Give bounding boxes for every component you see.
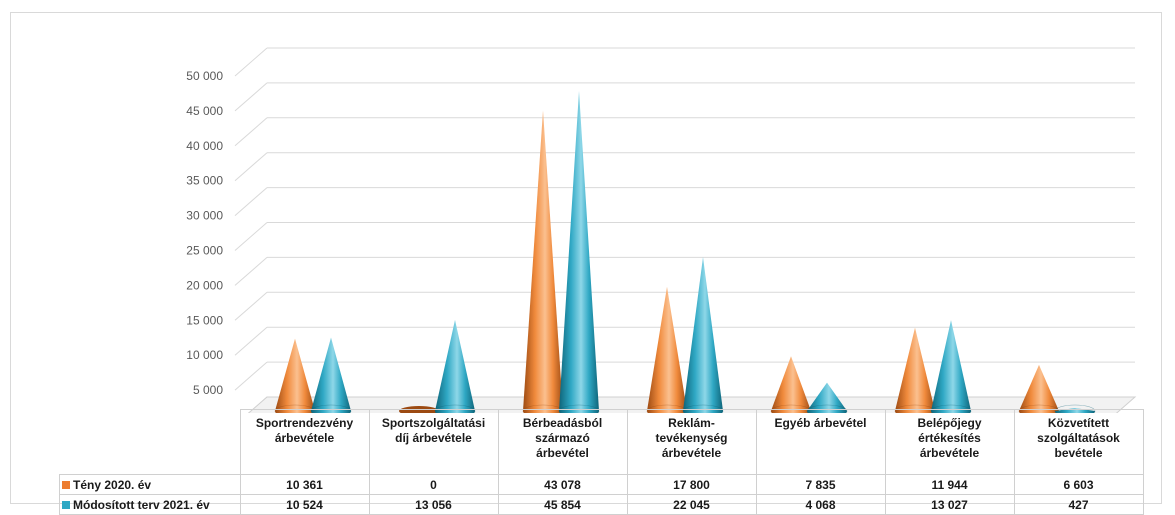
y-tick-label: 15 000 bbox=[186, 313, 223, 327]
table-cell: 13 056 bbox=[368, 494, 499, 515]
y-tick-label: 40 000 bbox=[186, 139, 223, 153]
gridline-diagonal bbox=[234, 326, 268, 356]
gridline-diagonal bbox=[234, 82, 268, 112]
table-cell: 45 854 bbox=[497, 494, 628, 515]
data-table-row-series-2: Módosított terv 2021. év 10 524 13 056 4… bbox=[59, 494, 1144, 515]
y-tick-label: 20 000 bbox=[186, 278, 223, 292]
category-header: Egyéb árbevétel bbox=[755, 409, 886, 475]
cone-bar bbox=[522, 110, 564, 413]
table-cell: 0 bbox=[368, 474, 499, 495]
table-cell: 43 078 bbox=[497, 474, 628, 495]
y-tick-label: 30 000 bbox=[186, 209, 223, 223]
table-cell: 4 068 bbox=[755, 494, 886, 515]
cone-bar bbox=[434, 319, 476, 413]
cone-bar bbox=[646, 286, 688, 413]
cone-bar bbox=[770, 356, 812, 413]
gridline-diagonal bbox=[234, 47, 268, 77]
table-cell: 17 800 bbox=[626, 474, 757, 495]
table-cell: 22 045 bbox=[626, 494, 757, 515]
y-tick-label: 50 000 bbox=[186, 69, 223, 83]
y-tick-label: 5 000 bbox=[193, 383, 223, 397]
category-header: Közvetített szolgáltatások bevétele bbox=[1013, 409, 1144, 475]
table-cell: 10 361 bbox=[239, 474, 370, 495]
y-tick-label: 45 000 bbox=[186, 104, 223, 118]
cone-bar bbox=[558, 90, 600, 413]
y-tick-label: 35 000 bbox=[186, 174, 223, 188]
data-table-corner bbox=[59, 409, 241, 475]
category-header: Reklám-tevékenység árbevétele bbox=[626, 409, 757, 475]
cone-bar bbox=[682, 257, 724, 413]
series-2-name-cell: Módosított terv 2021. év bbox=[59, 494, 241, 515]
series-1-name: Tény 2020. év bbox=[73, 477, 152, 492]
y-tick-label: 25 000 bbox=[186, 244, 223, 258]
category-header: Belépőjegy értékesítés árbevétele bbox=[884, 409, 1015, 475]
gridline-diagonal bbox=[234, 117, 268, 147]
cone-bar bbox=[274, 338, 316, 413]
gridline-diagonal bbox=[234, 152, 268, 182]
table-cell: 11 944 bbox=[884, 474, 1015, 495]
cone-bar bbox=[894, 327, 936, 413]
data-table: Sportrendezvény árbevétele Sportszolgálta… bbox=[59, 409, 1144, 515]
category-header: Sportszolgáltatási díj árbevétele bbox=[368, 409, 499, 475]
series-2-legend-swatch bbox=[62, 500, 70, 509]
table-cell: 10 524 bbox=[239, 494, 370, 515]
gridline-diagonal bbox=[234, 361, 268, 391]
data-table-header-row: Sportrendezvény árbevétele Sportszolgálta… bbox=[59, 409, 1144, 475]
cone-bar bbox=[1018, 364, 1060, 413]
table-cell: 427 bbox=[1013, 494, 1144, 515]
chart-frame: 0 5 000 10 000 15 000 20 000 25 000 30 000 35 0… bbox=[10, 12, 1162, 515]
y-tick-label: 10 000 bbox=[186, 348, 223, 362]
table-cell: 7 835 bbox=[755, 474, 886, 495]
table-cell: 13 027 bbox=[884, 494, 1015, 515]
series-1-name-cell: Tény 2020. év bbox=[59, 474, 241, 495]
table-cell: 6 603 bbox=[1013, 474, 1144, 495]
gridline-diagonal bbox=[234, 257, 268, 286]
series-1-legend-swatch bbox=[62, 480, 70, 489]
series-2-name: Módosított terv 2021. év bbox=[73, 497, 210, 512]
category-header: Bérbeadásból származó árbevétel bbox=[497, 409, 628, 475]
cone-bar bbox=[930, 320, 972, 413]
category-header: Sportrendezvény árbevétele bbox=[239, 409, 370, 475]
gridline-diagonal bbox=[234, 222, 268, 251]
data-table-row-series-1: Tény 2020. év 10 361 0 43 078 17 800 7 8… bbox=[59, 474, 1144, 495]
gridline-diagonal bbox=[234, 187, 268, 216]
cone-bar bbox=[310, 337, 352, 413]
gridline-diagonal bbox=[234, 291, 268, 321]
